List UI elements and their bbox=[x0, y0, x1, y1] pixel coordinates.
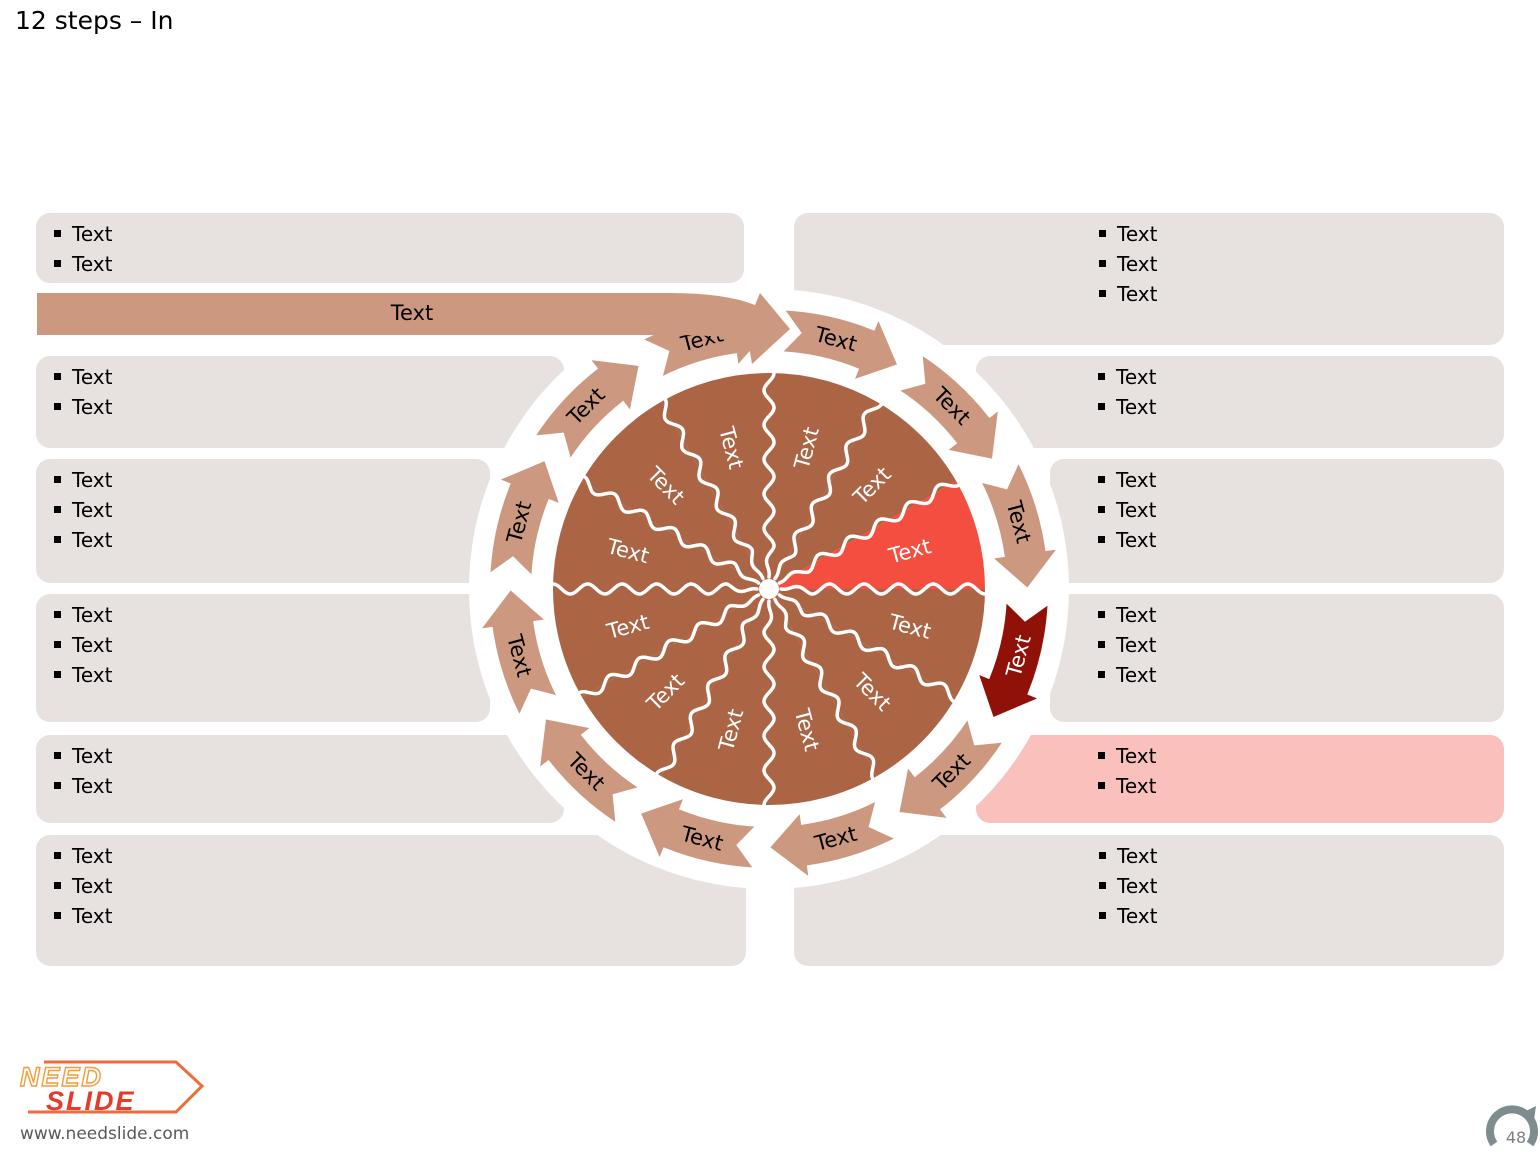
ring-arrow-2 bbox=[895, 352, 1001, 461]
puzzle-seam bbox=[777, 482, 961, 585]
puzzle-seam bbox=[551, 582, 759, 596]
logo-text-top: NEED bbox=[20, 1062, 103, 1092]
bullet: Text bbox=[42, 392, 112, 422]
puzzle-seam bbox=[654, 597, 765, 776]
bullet: Text bbox=[42, 525, 112, 555]
bullet: Text bbox=[1086, 660, 1156, 690]
bullet: Text bbox=[42, 630, 112, 660]
left-panel-1: Text Text bbox=[36, 213, 744, 283]
entry-arrow-shape bbox=[37, 293, 790, 364]
pie-sector-6 bbox=[769, 589, 877, 805]
ring-arrow-6 bbox=[767, 798, 899, 881]
left-panel-3: Text Text Text bbox=[36, 459, 490, 583]
ring-arrow-9 bbox=[477, 587, 560, 719]
puzzle-seam bbox=[662, 397, 765, 581]
logo-frame bbox=[28, 1060, 205, 1114]
bullet: Text bbox=[42, 465, 112, 495]
slide-title: 12 steps – In bbox=[15, 6, 174, 35]
bullet: Text bbox=[1087, 219, 1157, 249]
bullet: Text bbox=[42, 600, 112, 630]
bullet: Text bbox=[42, 901, 112, 931]
bullet: Text bbox=[1086, 630, 1156, 660]
needslide-logo: NEED SLIDE bbox=[19, 1060, 205, 1116]
bullet: Text bbox=[1086, 741, 1156, 771]
bullet: Text bbox=[1086, 495, 1156, 525]
ring-arrow-5 bbox=[897, 715, 1006, 821]
bullet: Text bbox=[1086, 600, 1156, 630]
ring-arrow-3 bbox=[978, 459, 1061, 591]
bullet: Text bbox=[1086, 525, 1156, 555]
puzzle-seam bbox=[773, 597, 876, 781]
puzzle-seam bbox=[762, 371, 776, 579]
bullet: Text bbox=[42, 841, 112, 871]
bullet: Text bbox=[1086, 771, 1156, 801]
badge-circle-arrows bbox=[1486, 1105, 1538, 1147]
entry-arrow-label: Text bbox=[390, 301, 433, 325]
puzzle-seam bbox=[773, 402, 884, 581]
pie-sector-9 bbox=[552, 589, 769, 697]
bullet: Text bbox=[1087, 901, 1157, 931]
bullet: Text bbox=[42, 741, 112, 771]
bullet: Text bbox=[1087, 249, 1157, 279]
left-panel-5: Text Text bbox=[36, 735, 564, 823]
puzzle-seam bbox=[777, 593, 956, 704]
pie-puzzle: TextTextTextTextTextTextTextTextTextText… bbox=[551, 371, 987, 807]
ring-arrow-7 bbox=[638, 795, 759, 870]
right-panel-1: Text Text Text bbox=[794, 213, 1504, 345]
pie-sector-12 bbox=[661, 373, 769, 589]
left-panel-6: Text Text Text bbox=[36, 835, 746, 966]
pie-sector-2 bbox=[769, 401, 957, 589]
ring-arrows: TextTextTextTextTextTextTextTextTextText… bbox=[477, 297, 1061, 881]
right-panel-6: Text Text Text bbox=[794, 835, 1504, 966]
bullet: Text bbox=[42, 249, 112, 279]
logo-text-bottom: SLIDE bbox=[46, 1086, 136, 1116]
ring-arrow-1 bbox=[779, 308, 900, 383]
ring-arrow-4 bbox=[975, 599, 1050, 720]
bullet: Text bbox=[1086, 362, 1156, 392]
pie-sector-8 bbox=[581, 589, 769, 777]
left-panel-4: Text Text Text bbox=[36, 594, 490, 722]
bullet: Text bbox=[1086, 392, 1156, 422]
puzzle-seam bbox=[762, 599, 776, 807]
bullet: Text bbox=[42, 495, 112, 525]
puzzle-seam bbox=[577, 593, 761, 696]
right-panel-4: Text Text Text bbox=[1050, 594, 1504, 722]
right-panel-2: Text Text bbox=[976, 356, 1504, 448]
pie-sector-3 bbox=[769, 481, 985, 589]
page-number: 48 bbox=[1505, 1128, 1527, 1147]
entry-arrow: Text bbox=[37, 293, 790, 364]
puzzle-seam bbox=[582, 474, 761, 585]
left-panel-2: Text Text bbox=[36, 356, 564, 448]
pie-sector-11 bbox=[581, 401, 769, 589]
puzzle-seam bbox=[779, 582, 987, 596]
bullet: Text bbox=[1086, 465, 1156, 495]
bullet: Text bbox=[1087, 279, 1157, 309]
pie-center-hole bbox=[759, 579, 779, 599]
right-panel-3: Text Text Text bbox=[1050, 459, 1504, 583]
page-badge-icon bbox=[1486, 1105, 1538, 1147]
bullet: Text bbox=[42, 362, 112, 392]
footer-url: www.needslide.com bbox=[20, 1124, 190, 1144]
bullet: Text bbox=[42, 871, 112, 901]
right-panel-5-highlighted: Text Text bbox=[976, 735, 1504, 823]
bullet: Text bbox=[42, 660, 112, 690]
bullet: Text bbox=[1087, 871, 1157, 901]
bullet: Text bbox=[42, 219, 112, 249]
bullet: Text bbox=[42, 771, 112, 801]
pie-sector-5 bbox=[769, 589, 957, 777]
ring-arrow-11 bbox=[532, 357, 641, 463]
bullet: Text bbox=[1087, 841, 1157, 871]
ring-arrow-10 bbox=[488, 458, 563, 579]
ring-arrow-8 bbox=[537, 717, 643, 826]
badge-arrowhead bbox=[1524, 1106, 1536, 1120]
